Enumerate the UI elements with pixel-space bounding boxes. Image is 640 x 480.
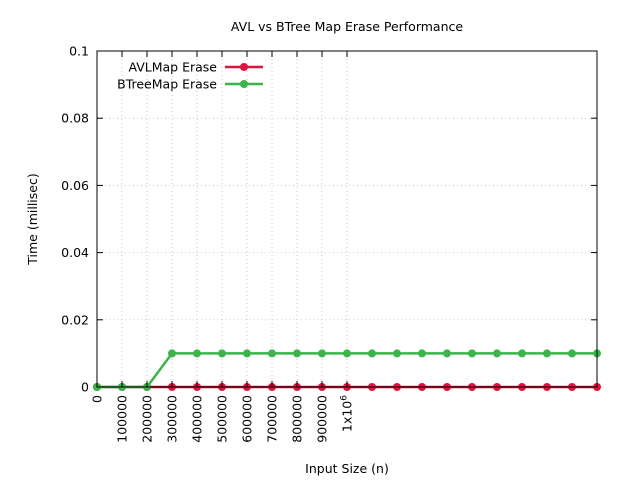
y-tick-label: 0	[81, 380, 89, 395]
chart-title: AVL vs BTree Map Erase Performance	[231, 19, 463, 34]
data-point	[468, 349, 476, 358]
data-point	[443, 349, 451, 358]
y-tick-label: 0.08	[61, 111, 89, 126]
grid-lines	[97, 51, 597, 387]
data-point	[418, 349, 426, 358]
x-tick-label: 700000	[265, 395, 280, 443]
legend-label: BTreeMap Erase	[117, 77, 217, 92]
x-tick-label: 200000	[140, 395, 155, 443]
legend-marker	[240, 80, 248, 88]
y-axis-label: Time (millisec)	[25, 173, 40, 265]
y-tick-label: 0.04	[61, 245, 89, 260]
x-tick-label: 400000	[190, 395, 205, 443]
x-tick-label: 0	[90, 395, 105, 403]
x-tick-label: 1x106	[340, 395, 355, 432]
data-point	[493, 349, 501, 358]
data-point	[168, 349, 176, 358]
data-point	[293, 349, 301, 358]
data-point	[543, 349, 551, 358]
data-point	[568, 349, 576, 358]
legend-marker	[240, 63, 248, 71]
data-point	[318, 349, 326, 358]
y-tick-label: 0.02	[61, 312, 89, 327]
data-point	[243, 349, 251, 358]
series-1	[93, 349, 601, 391]
y-tick-label: 0.1	[69, 44, 89, 59]
y-tick-labels: 0 0.02 0.04 0.06 0.08 0.1	[61, 44, 89, 395]
x-axis-label: Input Size (n)	[305, 461, 389, 476]
x-tick-label: 500000	[215, 395, 230, 443]
data-point	[268, 349, 276, 358]
x-tick-labels: 0 100000 200000 300000 400000 500000 600000 700…	[90, 395, 355, 443]
x-tick-superscript: 6	[340, 395, 350, 401]
data-point	[193, 349, 201, 358]
y-tick-label: 0.06	[61, 178, 89, 193]
x-tick-label: 800000	[290, 395, 305, 443]
legend: AVLMap Erase BTreeMap Erase	[117, 60, 263, 92]
tick-marks	[96, 50, 597, 388]
data-point	[393, 349, 401, 358]
x-tick-label: 100000	[115, 395, 130, 443]
data-point	[343, 349, 351, 358]
x-tick-label: 300000	[165, 395, 180, 443]
data-point	[518, 349, 526, 358]
legend-label: AVLMap Erase	[128, 60, 217, 75]
data-point	[218, 349, 226, 358]
data-point	[368, 349, 376, 358]
x-tick-label: 600000	[240, 395, 255, 443]
x-tick-label: 900000	[315, 395, 330, 443]
